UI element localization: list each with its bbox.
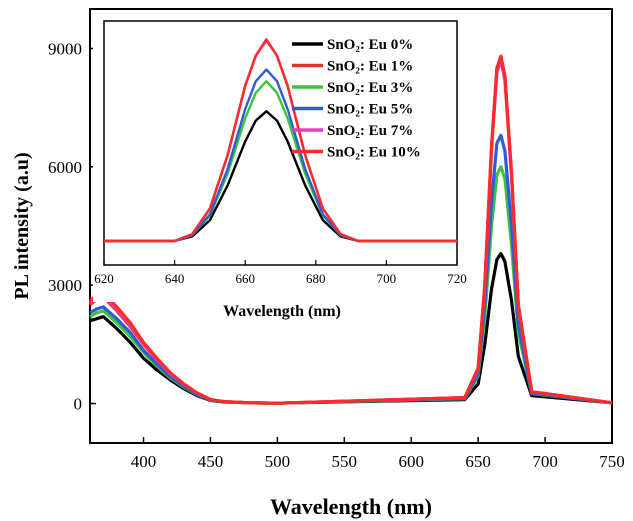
inset-x-axis: 620 640 660 680 700 720	[94, 260, 467, 286]
legend-label-4: SnO₂: Eu 7%	[327, 123, 413, 139]
main-y-axis: 0 3000 6000 9000	[48, 39, 96, 414]
inset-x-tick-label: 620	[94, 271, 114, 286]
main-x-axis: 400 450 500 550 600 650 700 750	[131, 437, 625, 471]
main-x-tick-label: 400	[131, 452, 157, 471]
main-x-tick-label: 700	[532, 452, 558, 471]
legend: SnO₂: Eu 0% SnO₂: Eu 1% SnO₂: Eu 3% SnO₂: E…	[292, 37, 421, 161]
legend-label-1: SnO₂: Eu 1%	[327, 59, 413, 75]
inset-series-group	[104, 38, 457, 243]
inset-series-line-5	[104, 38, 457, 243]
inset-x-tick-label: 640	[165, 271, 185, 286]
inset-x-tick-label: 680	[306, 271, 326, 286]
main-y-axis-title: PL intensity (a.u)	[11, 152, 33, 299]
inset-x-axis-title: Wavelength (nm)	[223, 303, 341, 320]
main-y-tick-label: 9000	[48, 39, 82, 58]
inset-x-tick-label: 660	[235, 271, 255, 286]
main-x-tick-label: 550	[332, 452, 358, 471]
legend-label-3: SnO₂: Eu 5%	[327, 102, 413, 118]
main-x-tick-label: 500	[265, 452, 291, 471]
main-x-tick-label: 450	[198, 452, 224, 471]
inset-plot-frame	[103, 20, 458, 266]
inset-x-tick-label: 700	[377, 271, 397, 286]
legend-label-2: SnO₂: Eu 3%	[327, 80, 413, 96]
main-series-line-5	[88, 54, 613, 405]
inset-chart: 620 640 660 680 700 720 Wavelength (nm) SnO₂:…	[93, 12, 468, 320]
main-x-tick-label: 600	[398, 452, 424, 471]
inset-x-tick-label: 720	[447, 271, 467, 286]
main-y-tick-label: 6000	[48, 158, 82, 177]
main-y-tick-label: 0	[74, 395, 83, 414]
main-x-tick-label: 750	[599, 452, 625, 471]
legend-label-0: SnO₂: Eu 0%	[327, 37, 413, 53]
legend-label-5: SnO₂: Eu 10%	[327, 145, 421, 161]
main-series-group	[88, 54, 613, 405]
main-y-tick-label: 3000	[48, 276, 82, 295]
main-x-tick-label: 650	[465, 452, 491, 471]
main-x-axis-title: Wavelength (nm)	[270, 494, 432, 519]
